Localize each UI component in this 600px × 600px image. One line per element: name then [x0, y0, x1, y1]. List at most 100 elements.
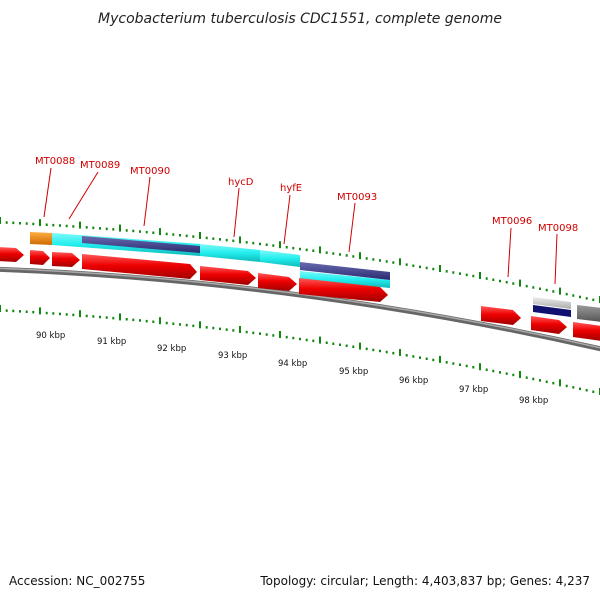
major-tick	[39, 219, 41, 227]
gene-labels: MT0088 MT0089 MT0090 hycD hyfE MT0093 MT…	[35, 156, 578, 234]
minor-tick	[579, 295, 581, 299]
gene-label: hycD	[228, 177, 254, 188]
major-tick	[439, 355, 441, 363]
minor-tick	[305, 338, 308, 342]
minor-tick	[385, 260, 388, 263]
minor-tick	[19, 310, 21, 313]
minor-tick	[32, 310, 35, 314]
major-tick	[439, 265, 441, 272]
minor-tick	[579, 387, 581, 391]
gene-arrow	[30, 250, 50, 265]
minor-tick	[152, 320, 155, 323]
minor-tick	[405, 263, 408, 266]
feature-cyan	[200, 244, 260, 262]
gene-arrow	[299, 278, 388, 302]
minor-tick	[232, 329, 235, 332]
minor-tick	[392, 351, 395, 355]
major-tick	[119, 313, 121, 321]
feature-navy	[533, 305, 571, 317]
minor-tick	[432, 358, 435, 362]
minor-tick	[259, 242, 261, 246]
minor-tick	[125, 229, 128, 232]
minor-tick	[285, 246, 288, 249]
major-tick	[239, 326, 241, 333]
minor-tick	[99, 315, 101, 319]
genome-backbone	[0, 266, 600, 352]
minor-tick	[52, 223, 55, 227]
minor-tick	[205, 236, 208, 240]
minor-tick	[105, 316, 108, 319]
minor-tick	[185, 323, 188, 327]
major-tick	[0, 217, 1, 224]
scale-labels: 90 kbp 91 kbp 92 kbp 93 kbp 94 kbp 95 kb…	[36, 331, 548, 406]
gene-label: MT0098	[538, 223, 578, 234]
scale-label: 98 kbp	[519, 396, 548, 406]
minor-tick	[92, 226, 95, 230]
major-tick	[399, 258, 401, 266]
minor-tick	[185, 234, 188, 238]
minor-tick	[25, 222, 28, 225]
minor-tick	[539, 379, 541, 382]
gene-label: hyfE	[280, 183, 302, 194]
gene-arrow	[52, 252, 80, 267]
minor-tick	[379, 349, 381, 353]
minor-tick	[505, 372, 508, 375]
minor-tick	[325, 341, 328, 344]
minor-tick	[552, 381, 555, 385]
minor-tick	[272, 334, 275, 337]
minor-tick	[345, 344, 348, 347]
major-tick	[559, 379, 561, 387]
minor-tick	[85, 226, 88, 229]
major-tick	[359, 252, 361, 260]
minor-tick	[459, 363, 461, 366]
minor-tick	[425, 266, 428, 270]
feature-silver	[533, 297, 571, 309]
minor-tick	[365, 257, 368, 260]
minor-tick	[585, 297, 588, 300]
minor-tick	[292, 336, 295, 340]
minor-tick	[352, 255, 355, 258]
minor-tick	[405, 354, 408, 357]
minor-tick	[525, 284, 528, 288]
callout-line	[68, 171, 99, 220]
feature-cyan	[300, 271, 390, 288]
minor-tick	[545, 288, 548, 292]
minor-tick	[299, 247, 301, 251]
major-tick	[519, 279, 521, 287]
callout-line	[283, 194, 291, 245]
major-tick	[399, 349, 401, 356]
scale-label: 94 kbp	[278, 359, 307, 369]
minor-tick	[232, 239, 235, 243]
major-tick	[159, 228, 161, 236]
major-tick	[119, 224, 121, 232]
minor-tick	[425, 357, 428, 360]
minor-tick	[505, 281, 508, 284]
genome-summary-text: Topology: circular; Length: 4,403,837 bp…	[259, 574, 590, 588]
gene-label: MT0088	[35, 156, 75, 167]
gene-callout-lines	[43, 167, 558, 285]
major-tick	[359, 342, 361, 350]
feature-gray	[577, 305, 600, 322]
minor-tick	[345, 254, 348, 257]
minor-tick	[25, 310, 28, 313]
callout-line	[143, 176, 151, 227]
minor-tick	[545, 380, 548, 383]
feature-orange	[30, 232, 52, 245]
minor-tick	[225, 328, 228, 331]
minor-tick	[225, 238, 228, 242]
major-tick	[319, 336, 321, 344]
minor-tick	[485, 368, 488, 371]
minor-tick	[19, 222, 21, 225]
minor-tick	[565, 384, 568, 388]
minor-tick	[565, 292, 568, 296]
minor-tick	[332, 342, 335, 345]
major-tick	[319, 246, 321, 254]
major-tick	[479, 363, 481, 371]
minor-tick	[459, 272, 461, 275]
minor-tick	[5, 309, 8, 312]
outer-tick-track	[0, 217, 600, 303]
scale-label: 90 kbp	[36, 331, 65, 341]
scale-label: 92 kbp	[157, 344, 186, 354]
minor-tick	[265, 243, 268, 246]
minor-tick	[299, 337, 301, 341]
